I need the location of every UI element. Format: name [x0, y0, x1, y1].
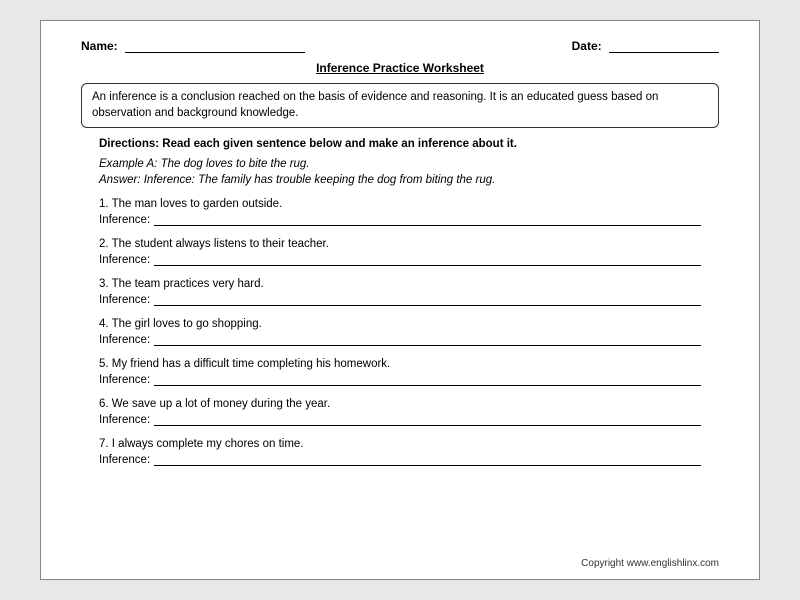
example-sentence: Example A: The dog loves to bite the rug…	[99, 156, 701, 172]
question-item: 4. The girl loves to go shopping.	[99, 318, 701, 330]
inference-label: Inference:	[99, 214, 150, 226]
inference-label: Inference:	[99, 254, 150, 266]
question-item: 7. I always complete my chores on time.	[99, 438, 701, 450]
inference-blank[interactable]	[154, 254, 701, 266]
worksheet-page: Name: Date: Inference Practice Worksheet…	[40, 20, 760, 580]
content-area: Directions: Read each given sentence bel…	[81, 138, 719, 466]
name-field[interactable]: Name:	[81, 39, 305, 53]
question-item: 5. My friend has a difficult time comple…	[99, 358, 701, 370]
header-row: Name: Date:	[81, 39, 719, 53]
inference-row: Inference:	[99, 414, 701, 426]
inference-blank[interactable]	[154, 334, 701, 346]
example-block: Example A: The dog loves to bite the rug…	[99, 156, 701, 188]
date-label: Date:	[572, 39, 602, 53]
question-item: 3. The team practices very hard.	[99, 278, 701, 290]
question-item: 1. The man loves to garden outside.	[99, 198, 701, 210]
question-item: 6. We save up a lot of money during the …	[99, 398, 701, 410]
inference-blank[interactable]	[154, 414, 701, 426]
inference-blank[interactable]	[154, 294, 701, 306]
items-container: 1. The man loves to garden outside. Infer…	[99, 198, 701, 466]
inference-row: Inference:	[99, 334, 701, 346]
date-field[interactable]: Date:	[572, 39, 719, 53]
name-label: Name:	[81, 39, 118, 53]
definition-box: An inference is a conclusion reached on …	[81, 83, 719, 128]
inference-blank[interactable]	[154, 214, 701, 226]
example-answer: Answer: Inference: The family has troubl…	[99, 172, 701, 188]
inference-row: Inference:	[99, 214, 701, 226]
inference-label: Inference:	[99, 454, 150, 466]
inference-row: Inference:	[99, 254, 701, 266]
date-blank[interactable]	[609, 41, 719, 53]
copyright-text: Copyright www.englishlinx.com	[581, 558, 719, 569]
inference-row: Inference:	[99, 454, 701, 466]
inference-blank[interactable]	[154, 374, 701, 386]
inference-label: Inference:	[99, 414, 150, 426]
inference-row: Inference:	[99, 374, 701, 386]
name-blank[interactable]	[125, 41, 305, 53]
directions-text: Directions: Read each given sentence bel…	[99, 138, 701, 150]
inference-label: Inference:	[99, 294, 150, 306]
worksheet-title: Inference Practice Worksheet	[81, 61, 719, 75]
inference-blank[interactable]	[154, 454, 701, 466]
inference-label: Inference:	[99, 334, 150, 346]
inference-label: Inference:	[99, 374, 150, 386]
question-item: 2. The student always listens to their t…	[99, 238, 701, 250]
inference-row: Inference:	[99, 294, 701, 306]
